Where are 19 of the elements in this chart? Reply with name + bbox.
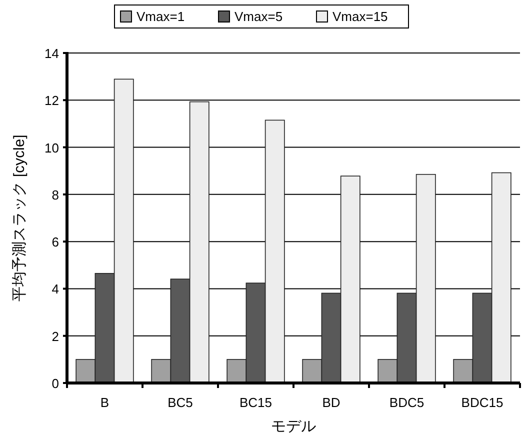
y-tick-label: 10 [44, 140, 59, 156]
x-tick-label: BC15 [239, 395, 272, 410]
y-tick-label: 8 [52, 187, 59, 202]
x-tick-label: BD [322, 395, 340, 410]
y-tick-label: 14 [44, 46, 59, 61]
y-tick-label: 0 [52, 376, 59, 391]
legend-label: Vmax=5 [234, 9, 283, 24]
y-tick-label: 4 [52, 282, 59, 297]
x-axis-title: モデル [271, 418, 316, 435]
y-tick-label: 2 [52, 328, 59, 344]
x-tick-label: BC5 [168, 395, 193, 410]
y-tick-label: 6 [52, 234, 59, 250]
x-tick-label: BDC15 [461, 395, 504, 410]
y-axis-title: 平均予測スラック [cycle] [11, 134, 28, 302]
legend-label: Vmax=1 [136, 9, 185, 24]
x-tick-label: BDC5 [389, 395, 424, 410]
x-tick-label: B [100, 395, 110, 410]
legend-label: Vmax=15 [332, 9, 388, 24]
y-tick-label: 12 [44, 93, 59, 108]
